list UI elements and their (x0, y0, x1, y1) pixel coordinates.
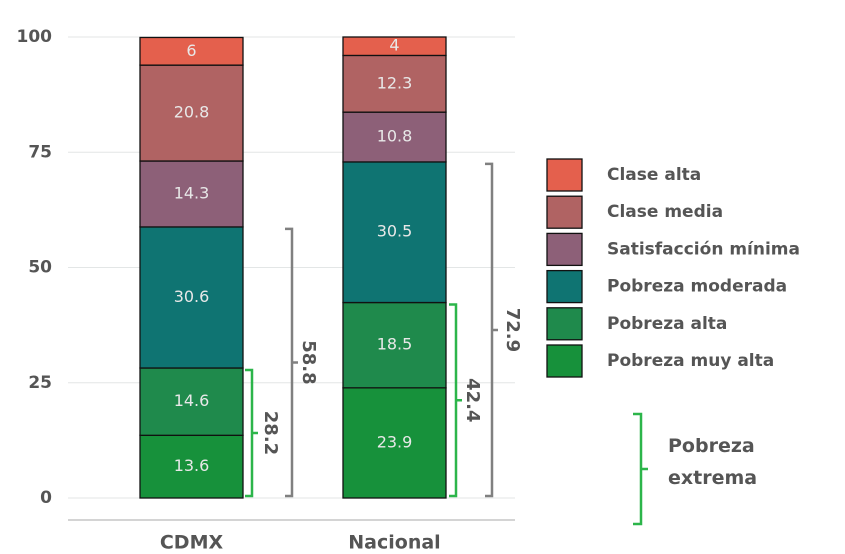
value-label: 30.6 (174, 287, 210, 306)
legend-label: Pobreza muy alta (607, 351, 774, 371)
y-tick-label: 75 (28, 142, 52, 162)
value-label: 20.8 (174, 103, 210, 122)
bracket-label: 58.8 (298, 340, 319, 384)
bracket (485, 162, 498, 498)
y-tick-label: 0 (40, 488, 52, 508)
value-label: 14.3 (174, 183, 210, 202)
bar-segment (342, 161, 447, 304)
value-label: 14.6 (174, 391, 210, 410)
value-label: 6 (186, 41, 196, 60)
value-label: 18.5 (377, 335, 413, 354)
value-label: 12.3 (377, 73, 413, 92)
bar-segment (342, 54, 447, 113)
legend-swatch (546, 307, 583, 341)
bracket-label: 42.4 (462, 378, 483, 422)
bracket-label: 72.9 (502, 308, 523, 352)
legend-label: Pobreza moderada (607, 277, 787, 297)
y-tick-label: 50 (28, 258, 52, 278)
value-label: 4 (389, 36, 399, 55)
legend-label: Clase alta (607, 165, 701, 185)
bar-segment (139, 36, 244, 66)
bar-segment (342, 301, 447, 389)
legend-swatch (546, 195, 583, 229)
bar-segment (139, 64, 244, 162)
bracket (285, 227, 298, 498)
bar-segment (139, 434, 244, 499)
x-tick-label: Nacional (348, 532, 440, 554)
bracket (449, 303, 462, 498)
x-tick-label: CDMX (160, 532, 224, 554)
bracket-legend-label: Pobreza extrema (668, 435, 758, 489)
legend-swatch (546, 269, 583, 304)
value-label: 23.9 (377, 432, 413, 451)
bar-segment (139, 226, 244, 369)
bracket-label: 28.2 (260, 411, 281, 455)
bar-segment (342, 387, 447, 499)
bar-segment (139, 367, 244, 436)
bracket (245, 368, 258, 498)
value-label: 10.8 (377, 127, 413, 146)
legend-swatch (546, 232, 583, 267)
legend-label: Satisfacción mínima (607, 239, 800, 259)
value-label: 13.6 (174, 456, 210, 475)
legend-swatch (546, 158, 583, 192)
legend-label: Pobreza alta (607, 314, 727, 334)
legend-label: Clase media (607, 202, 723, 222)
legend-swatch (546, 344, 583, 378)
legend-bracket (633, 412, 648, 526)
y-tick-label: 100 (17, 27, 53, 47)
bar-segment (342, 36, 447, 57)
y-tick-label: 25 (28, 373, 52, 393)
bar-segment (139, 160, 244, 228)
value-label: 30.5 (377, 222, 413, 241)
